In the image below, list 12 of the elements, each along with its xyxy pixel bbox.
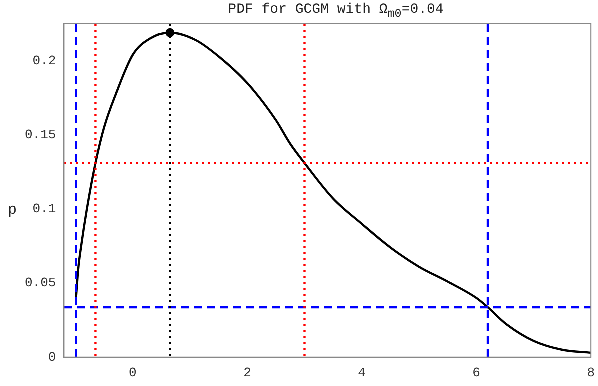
y-tick-label: 0.15 bbox=[24, 128, 56, 143]
y-tick-label: 0 bbox=[48, 350, 56, 365]
x-tick-label: 0 bbox=[129, 366, 137, 381]
chart-title: PDF for GCGM with Ω$_{m0}$=0.04 bbox=[227, 2, 445, 21]
x-tick-label: 2 bbox=[244, 366, 252, 381]
x-tick-label: 4 bbox=[358, 366, 366, 381]
y-tick-label: 0.1 bbox=[32, 202, 56, 217]
y-axis-title: p bbox=[8, 202, 18, 219]
x-tick-label: 6 bbox=[472, 366, 480, 381]
y-tick-label: 0.05 bbox=[24, 276, 56, 291]
y-tick-label: 0.2 bbox=[32, 53, 56, 68]
x-tick-label: 8 bbox=[587, 366, 596, 381]
